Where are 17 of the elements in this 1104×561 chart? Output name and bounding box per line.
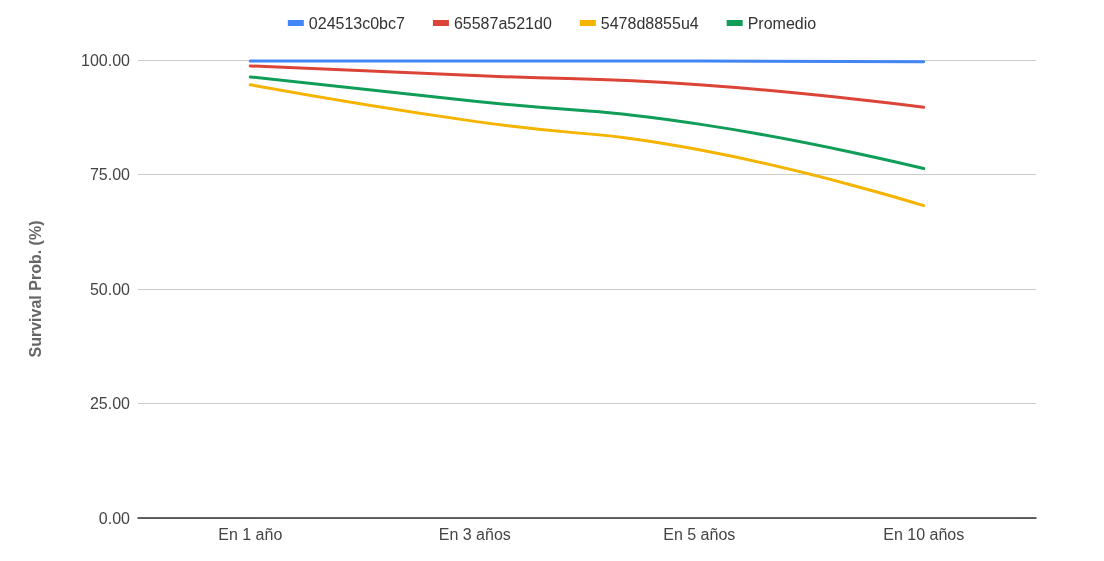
legend-label: Promedio <box>747 14 817 32</box>
legend-label: 024513c0bc7 <box>308 14 406 32</box>
x-tick-label: En 5 años <box>663 525 736 543</box>
y-tick-label: 25.00 <box>89 395 131 412</box>
line-series <box>248 75 926 171</box>
x-tick-label: En 1 año <box>218 525 283 543</box>
x-tick-label: En 10 años <box>883 525 965 543</box>
y-tick-label: 100.00 <box>81 51 131 69</box>
legend-label: 65587a521d0 <box>453 14 552 32</box>
x-tick-label: En 3 años <box>438 525 511 543</box>
y-tick-label: 50.00 <box>89 280 131 298</box>
y-axis-title: Survival Prob. (%) <box>26 220 44 358</box>
y-tick-label: 75.00 <box>89 166 131 183</box>
line-series <box>248 83 926 208</box>
legend-label: 5478d8855u4 <box>600 14 699 32</box>
y-tick-label: 0.00 <box>98 509 131 527</box>
line-series <box>248 64 926 109</box>
